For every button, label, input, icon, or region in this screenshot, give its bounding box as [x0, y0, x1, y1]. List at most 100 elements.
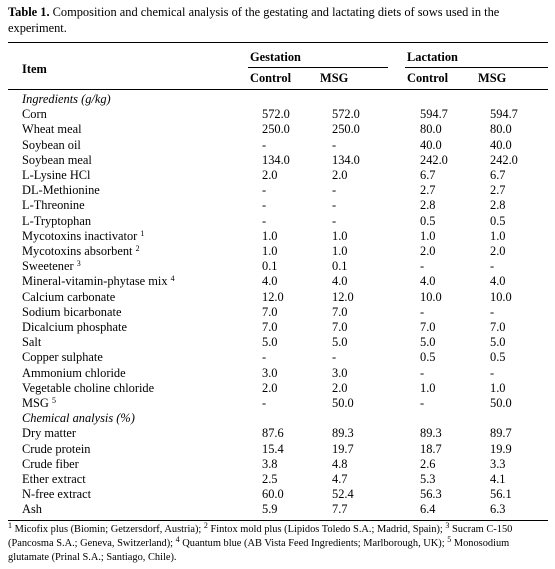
- value-cell: 50.0: [490, 396, 512, 411]
- table-row: Copper sulphate - - 0.5 0.5: [8, 350, 548, 365]
- footnote-marker: 5: [51, 396, 56, 406]
- value-cell: 5.3: [420, 472, 436, 487]
- row-label: Wheat meal: [22, 122, 82, 137]
- row-label-cell: Ash: [8, 502, 262, 517]
- value-cell: 10.0: [420, 289, 442, 304]
- value-cell: -: [332, 213, 337, 228]
- row-label-cell: Mineral-vitamin-phytase mix 4: [8, 274, 262, 289]
- footnote-marker: 4: [170, 274, 175, 284]
- footnote-text: Monosodium glutamate (Prinal S.A.; Santi…: [8, 538, 510, 563]
- value-cell: -: [332, 350, 337, 365]
- value-cell: 5.0: [262, 335, 278, 350]
- value-cell: 4.7: [332, 472, 348, 487]
- row-label-cell: Mycotoxins inactivator 1: [8, 229, 262, 244]
- value-cell: -: [262, 213, 267, 228]
- caption-text: Composition and chemical analysis of the…: [8, 5, 500, 35]
- value-cell: 242.0: [420, 152, 448, 167]
- value-cell: 3.0: [262, 365, 278, 380]
- row-label: Sodium bicarbonate: [22, 304, 122, 319]
- value-cell: -: [420, 304, 425, 319]
- value-cell: 594.7: [420, 107, 448, 122]
- row-label: L-Tryptophan: [22, 213, 92, 228]
- value-cell: 19.9: [490, 441, 512, 456]
- section-heading: Chemical analysis (%): [22, 411, 135, 426]
- row-label-cell: Sweetener 3: [8, 259, 262, 274]
- row-label: Corn: [22, 107, 47, 122]
- value-cell: 18.7: [420, 441, 442, 456]
- row-label-cell: Wheat meal: [8, 122, 262, 137]
- header-rule: [8, 89, 548, 90]
- table-row: Sweetener 3 0.1 0.1- -: [8, 259, 548, 274]
- value-cell: 2.0: [490, 244, 506, 259]
- value-cell: 0.1: [262, 259, 278, 274]
- row-label: Soybean oil: [22, 137, 81, 152]
- row-label-cell: N-free extract: [8, 487, 262, 502]
- value-cell: 572.0: [262, 107, 290, 122]
- value-cell: 242.0: [490, 152, 518, 167]
- footnote-marker: 1: [140, 228, 145, 238]
- table-row: DL-Methionine - - 2.7 2.7: [8, 183, 548, 198]
- value-cell: 89.3: [332, 426, 354, 441]
- table-row: L-Threonine - - 2.8 2.8: [8, 198, 548, 213]
- value-cell: 2.7: [420, 183, 436, 198]
- value-cell: 2.6: [420, 456, 436, 471]
- table-row: L-Tryptophan - - 0.5 0.5: [8, 214, 548, 229]
- header-gestation-control: Control: [250, 71, 292, 85]
- value-cell: 1.0: [262, 228, 278, 243]
- value-cell: 1.0: [490, 380, 506, 395]
- footnote-text: Quantum blue (AB Vista Feed Ingredients;…: [179, 538, 448, 549]
- value-cell: 0.5: [420, 350, 436, 365]
- value-cell: 56.3: [420, 487, 442, 502]
- row-label-cell: Crude protein: [8, 442, 262, 457]
- value-cell: 12.0: [262, 289, 284, 304]
- footnote-number: 2: [203, 521, 208, 530]
- value-cell: 1.0: [420, 380, 436, 395]
- value-cell: 89.3: [420, 426, 442, 441]
- value-cell: -: [262, 198, 267, 213]
- table-row: Sodium bicarbonate 7.0 7.0 - -: [8, 305, 548, 320]
- value-cell: 1.0: [332, 244, 348, 259]
- value-cell: -: [262, 350, 267, 365]
- header-item: Item: [22, 62, 47, 76]
- value-cell: -: [490, 259, 495, 274]
- row-label-cell: Copper sulphate: [8, 350, 262, 365]
- value-cell: -: [332, 137, 337, 152]
- value-cell: 56.1: [490, 487, 512, 502]
- value-cell: 5.0: [420, 335, 436, 350]
- row-label-cell: DL-Methionine: [8, 183, 262, 198]
- row-label: Salt: [22, 335, 42, 350]
- value-cell: 1.0: [332, 228, 348, 243]
- value-cell: 6.4: [420, 502, 436, 517]
- value-cell: 4.1: [490, 472, 506, 487]
- value-cell: 7.0: [420, 320, 436, 335]
- table-caption: Table 1. Composition and chemical analys…: [8, 4, 548, 36]
- value-cell: 594.7: [490, 107, 518, 122]
- value-cell: 2.5: [262, 472, 278, 487]
- header-gestation: Gestation: [250, 50, 301, 64]
- value-cell: 7.0: [262, 304, 278, 319]
- value-cell: 89.7: [490, 426, 512, 441]
- table-row: Vegetable choline chloride 2.0 2.0 1.0 1.0: [8, 381, 548, 396]
- row-label-cell: Calcium carbonate: [8, 290, 262, 305]
- value-cell: 3.0: [332, 365, 348, 380]
- footnote-number: 1: [8, 521, 12, 530]
- value-cell: -: [490, 365, 495, 380]
- table-row: L-Lysine HCl 2.0 2.0 6.7 6.7: [8, 168, 548, 183]
- table-row: Soybean oil - - 40.0 40.0: [8, 138, 548, 153]
- table-row: Mycotoxins inactivator 1 1.0 1.0 1.0 1.0: [8, 229, 548, 244]
- row-label: L-Threonine: [22, 198, 85, 213]
- value-cell: 2.0: [262, 380, 278, 395]
- header-lactation: Lactation: [407, 50, 458, 64]
- row-label-cell: Crude fiber: [8, 457, 262, 472]
- row-label: Crude protein: [22, 441, 91, 456]
- value-cell: 1.0: [262, 244, 278, 259]
- row-label: Mycotoxins inactivator: [22, 228, 138, 243]
- table-row: MSG 5-50.0-50.0: [8, 396, 548, 411]
- value-cell: 250.0: [262, 122, 290, 137]
- row-label: MSG: [22, 396, 49, 411]
- value-cell: 40.0: [490, 137, 512, 152]
- row-label: Soybean meal: [22, 152, 92, 167]
- value-cell: 50.0: [332, 396, 354, 411]
- row-label: Dicalcium phosphate: [22, 320, 127, 335]
- row-label-cell: Ammonium chloride: [8, 366, 262, 381]
